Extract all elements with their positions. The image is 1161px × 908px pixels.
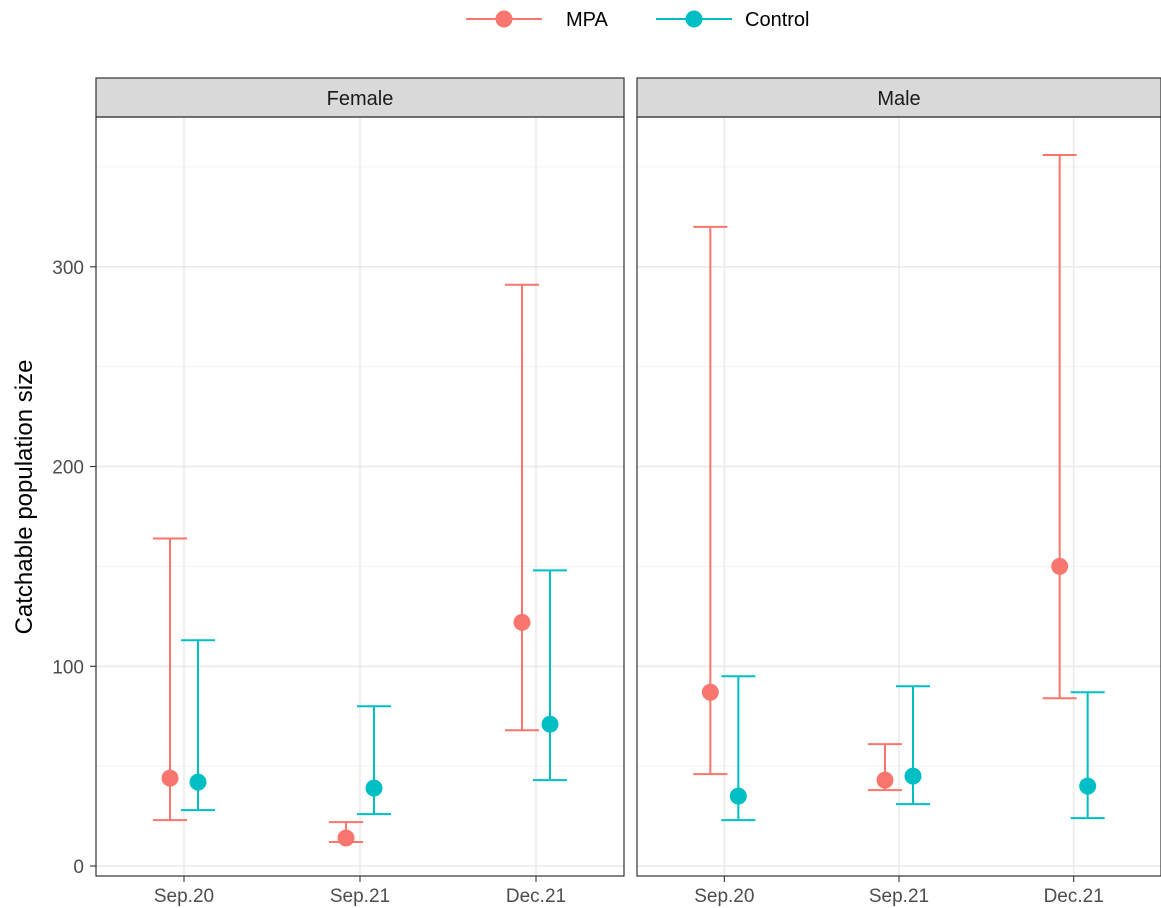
- series-mpa: [153, 283, 539, 847]
- legend-item-control: Control: [656, 9, 809, 31]
- x-tick-label: Dec.21: [1044, 886, 1104, 907]
- x-tick-label: Sep.21: [869, 886, 929, 907]
- data-point: [161, 769, 179, 787]
- facet-strip: [95, 77, 625, 118]
- legend-label: Control: [745, 9, 809, 31]
- x-tick-label: Sep.20: [694, 886, 754, 907]
- y-tick-label: 0: [73, 857, 84, 878]
- x-tick-label: Dec.21: [506, 886, 566, 907]
- data-point: [541, 715, 559, 733]
- legend: MPA Control: [466, 9, 809, 31]
- data-point: [189, 773, 207, 791]
- facet-panels: Female Sep.20 Sep.21 Dec.21 Male Sep.20 Sep.21…: [95, 77, 1161, 907]
- y-tick-label: 300: [52, 258, 84, 279]
- legend-item-mpa: MPA: [466, 9, 609, 31]
- data-point: [729, 787, 747, 805]
- facet-strip-label: Male: [877, 88, 920, 110]
- series-control: [721, 675, 1105, 822]
- y-tick-label: 200: [52, 458, 84, 479]
- legend-label: MPA: [566, 9, 609, 31]
- data-point: [904, 767, 922, 785]
- facet-strip-label: Female: [327, 88, 394, 110]
- data-point: [337, 829, 355, 847]
- legend-key-point: [495, 10, 513, 28]
- y-tick-label: 100: [52, 657, 84, 678]
- data-point: [1051, 557, 1069, 575]
- facet-panel-female: Female Sep.20 Sep.21 Dec.21: [95, 77, 625, 907]
- data-point: [365, 779, 383, 797]
- facet-panel-male: Male Sep.20 Sep.21 Dec.21: [636, 77, 1161, 907]
- data-point: [1079, 777, 1097, 795]
- series-control: [181, 569, 567, 816]
- x-tick-label: Sep.20: [154, 886, 214, 907]
- series-mpa: [693, 153, 1077, 792]
- y-axis-title: Catchable population size: [11, 360, 38, 635]
- y-axis-title-group: Catchable population size: [11, 360, 38, 635]
- legend-key-point: [685, 10, 703, 28]
- x-tick-label: Sep.21: [330, 886, 390, 907]
- data-point: [513, 613, 531, 631]
- data-point: [701, 683, 719, 701]
- data-point: [876, 771, 894, 789]
- y-axis: 0 100 200 300: [52, 258, 96, 878]
